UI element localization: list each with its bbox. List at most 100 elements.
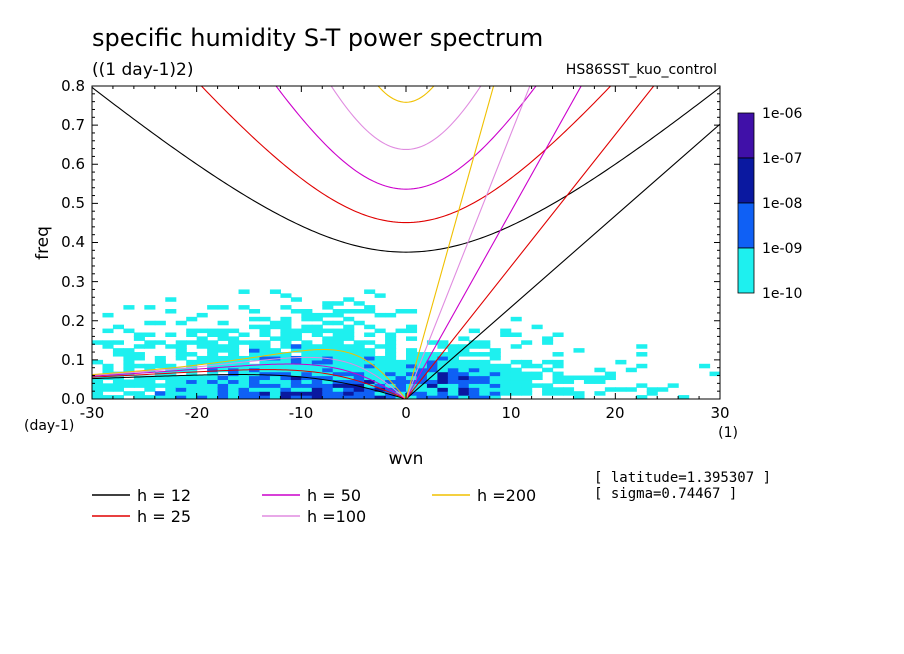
power-cell	[458, 375, 470, 381]
power-cell	[259, 375, 271, 381]
power-cell	[479, 359, 491, 365]
power-cell	[186, 371, 198, 377]
power-cell	[238, 387, 250, 392]
power-cell	[259, 359, 271, 365]
power-cell	[133, 363, 145, 369]
power-cell	[311, 352, 323, 357]
power-cell	[165, 391, 177, 396]
power-cell	[290, 383, 302, 388]
power-cell	[385, 340, 397, 345]
power-cell	[489, 383, 501, 388]
power-cell	[447, 375, 459, 381]
power-cell	[207, 355, 219, 361]
power-cell	[207, 332, 219, 337]
power-cell	[395, 371, 407, 377]
power-cell	[165, 375, 177, 381]
power-cell	[259, 379, 271, 384]
power-cell	[269, 320, 281, 326]
power-cell	[238, 375, 250, 381]
power-cell	[385, 336, 397, 341]
power-cell	[594, 367, 606, 373]
power-cell	[280, 379, 292, 384]
power-cell	[301, 324, 313, 330]
power-cell	[123, 391, 135, 396]
power-cell	[228, 387, 240, 392]
power-cell	[280, 340, 292, 345]
power-cell	[217, 387, 229, 392]
power-cell	[207, 375, 219, 381]
power-cell	[489, 375, 501, 381]
latitude-info: [ latitude=1.395307 ]	[594, 470, 771, 486]
power-cell	[228, 352, 240, 357]
power-cell	[207, 395, 219, 399]
power-cell	[542, 367, 554, 373]
power-cell	[332, 309, 344, 314]
power-cell	[280, 363, 292, 369]
power-cell	[343, 359, 355, 365]
power-cell	[395, 387, 407, 392]
power-cell	[406, 309, 418, 314]
power-cell	[594, 391, 606, 396]
power-cell	[343, 336, 355, 341]
power-cell	[416, 395, 428, 399]
power-cell	[186, 375, 198, 381]
power-cell	[165, 309, 177, 314]
x-tick-label: -10	[289, 404, 314, 422]
power-cell	[249, 387, 261, 392]
power-cell	[269, 387, 281, 392]
power-cell	[238, 391, 250, 396]
power-cell	[374, 355, 386, 361]
power-cell	[437, 340, 449, 345]
power-cell	[123, 305, 135, 310]
power-cell	[447, 348, 459, 353]
power-cell	[678, 395, 690, 399]
power-cell	[92, 383, 104, 388]
colorbar-segment	[737, 112, 755, 159]
power-cell	[615, 359, 627, 365]
power-cell	[207, 352, 219, 357]
power-cell	[238, 395, 250, 399]
power-cell	[604, 375, 616, 381]
power-cell	[521, 387, 533, 392]
power-cell	[311, 328, 323, 334]
power-cell	[395, 309, 407, 314]
power-cell	[374, 383, 386, 388]
power-cell	[207, 305, 219, 310]
power-cell	[259, 383, 271, 388]
power-cell	[447, 391, 459, 396]
power-cell	[395, 363, 407, 369]
power-cell	[290, 355, 302, 361]
power-cell	[269, 348, 281, 353]
power-cell	[290, 348, 302, 353]
power-cell	[196, 328, 208, 334]
power-cell	[186, 328, 198, 334]
power-cell	[311, 312, 323, 318]
power-cell	[343, 395, 355, 399]
power-cell	[479, 367, 491, 373]
power-cell	[269, 289, 281, 294]
power-cell	[165, 367, 177, 373]
gravity-curve	[377, 86, 435, 103]
power-cell	[259, 348, 271, 353]
power-cell	[217, 336, 229, 341]
power-cell	[385, 344, 397, 349]
power-cell	[489, 395, 501, 399]
power-cell	[207, 379, 219, 384]
power-cell	[406, 355, 418, 361]
power-cell	[238, 305, 250, 310]
power-cell	[374, 371, 386, 377]
power-cell	[92, 340, 104, 345]
power-cell	[332, 367, 344, 373]
power-cell	[458, 336, 470, 341]
power-cell	[92, 359, 104, 365]
power-cell	[207, 363, 219, 369]
power-cell	[406, 352, 418, 357]
power-cell	[165, 371, 177, 377]
power-cell	[406, 324, 418, 330]
power-cell	[552, 363, 564, 369]
power-cell	[165, 387, 177, 392]
power-cell	[364, 387, 376, 392]
power-cell	[154, 320, 166, 326]
power-cell	[479, 363, 491, 369]
power-cell	[186, 383, 198, 388]
